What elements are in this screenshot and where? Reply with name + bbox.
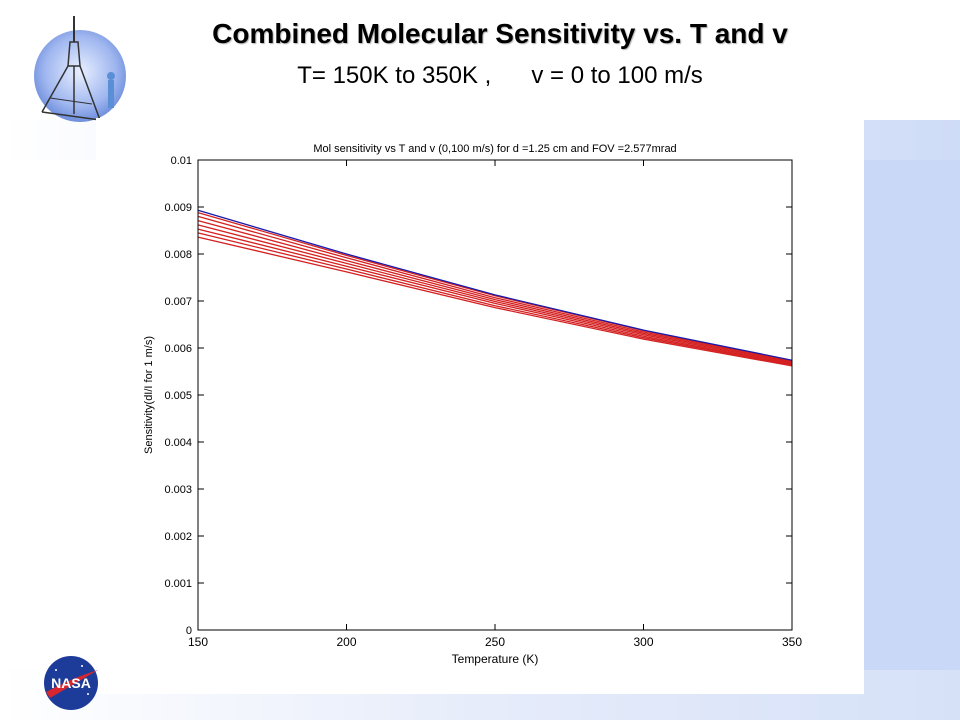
y-tick-label: 0.004 xyxy=(164,437,192,449)
series-line-3 xyxy=(197,219,793,363)
y-tick-label: 0.002 xyxy=(164,531,192,543)
figure-margin-bottom xyxy=(40,670,864,694)
series-line-2 xyxy=(197,215,793,362)
x-axis-label: Temperature (K) xyxy=(452,652,539,666)
x-tick-label: 150 xyxy=(188,635,208,649)
nasa-logo-icon: NASA xyxy=(44,656,98,710)
chart-title: Mol sensitivity vs T and v (0,100 m/s) f… xyxy=(313,143,676,155)
y-axis-label: Sensitivity(dI/I for 1 m/s) xyxy=(143,336,155,454)
x-tick-label: 200 xyxy=(336,635,356,649)
mission-emblem-icon xyxy=(34,16,126,122)
y-tick-label: 0.001 xyxy=(164,578,192,590)
series-line-6 xyxy=(197,232,793,366)
y-tick-label: 0.009 xyxy=(164,202,192,214)
series-line-4 xyxy=(197,224,793,364)
x-tick-label: 300 xyxy=(633,635,653,649)
series-line-0 xyxy=(197,209,793,361)
axis-layer: 150 200 250 300 350 0 0.001 0.002 0.003 0.004 0.00… xyxy=(164,155,802,649)
y-tick-label: 0 xyxy=(186,625,192,637)
series-line-5 xyxy=(197,228,793,365)
background-band-right xyxy=(860,160,960,670)
series-line-1 xyxy=(197,211,793,362)
y-tick-label: 0.006 xyxy=(164,343,192,355)
y-tick-label: 0.003 xyxy=(164,484,192,496)
slide-subtitle: T= 150K to 350K , v = 0 to 100 m/s xyxy=(297,62,703,89)
y-tick-label: 0.008 xyxy=(164,249,192,261)
series-line-7 xyxy=(197,236,793,367)
plot-frame xyxy=(197,159,793,631)
y-tick-label: 0.005 xyxy=(164,390,192,402)
figure-margin-left xyxy=(40,160,96,694)
x-tick-label: 250 xyxy=(485,635,505,649)
slide-title: Combined Molecular Sensitivity vs. T and… xyxy=(212,18,788,49)
nasa-logo-text: NASA xyxy=(51,675,91,691)
series-layer xyxy=(197,209,793,367)
figure-panel xyxy=(96,118,864,670)
y-tick-label: 0.007 xyxy=(164,296,192,308)
y-tick-label: 0.01 xyxy=(171,155,192,167)
x-tick-label: 350 xyxy=(782,635,802,649)
